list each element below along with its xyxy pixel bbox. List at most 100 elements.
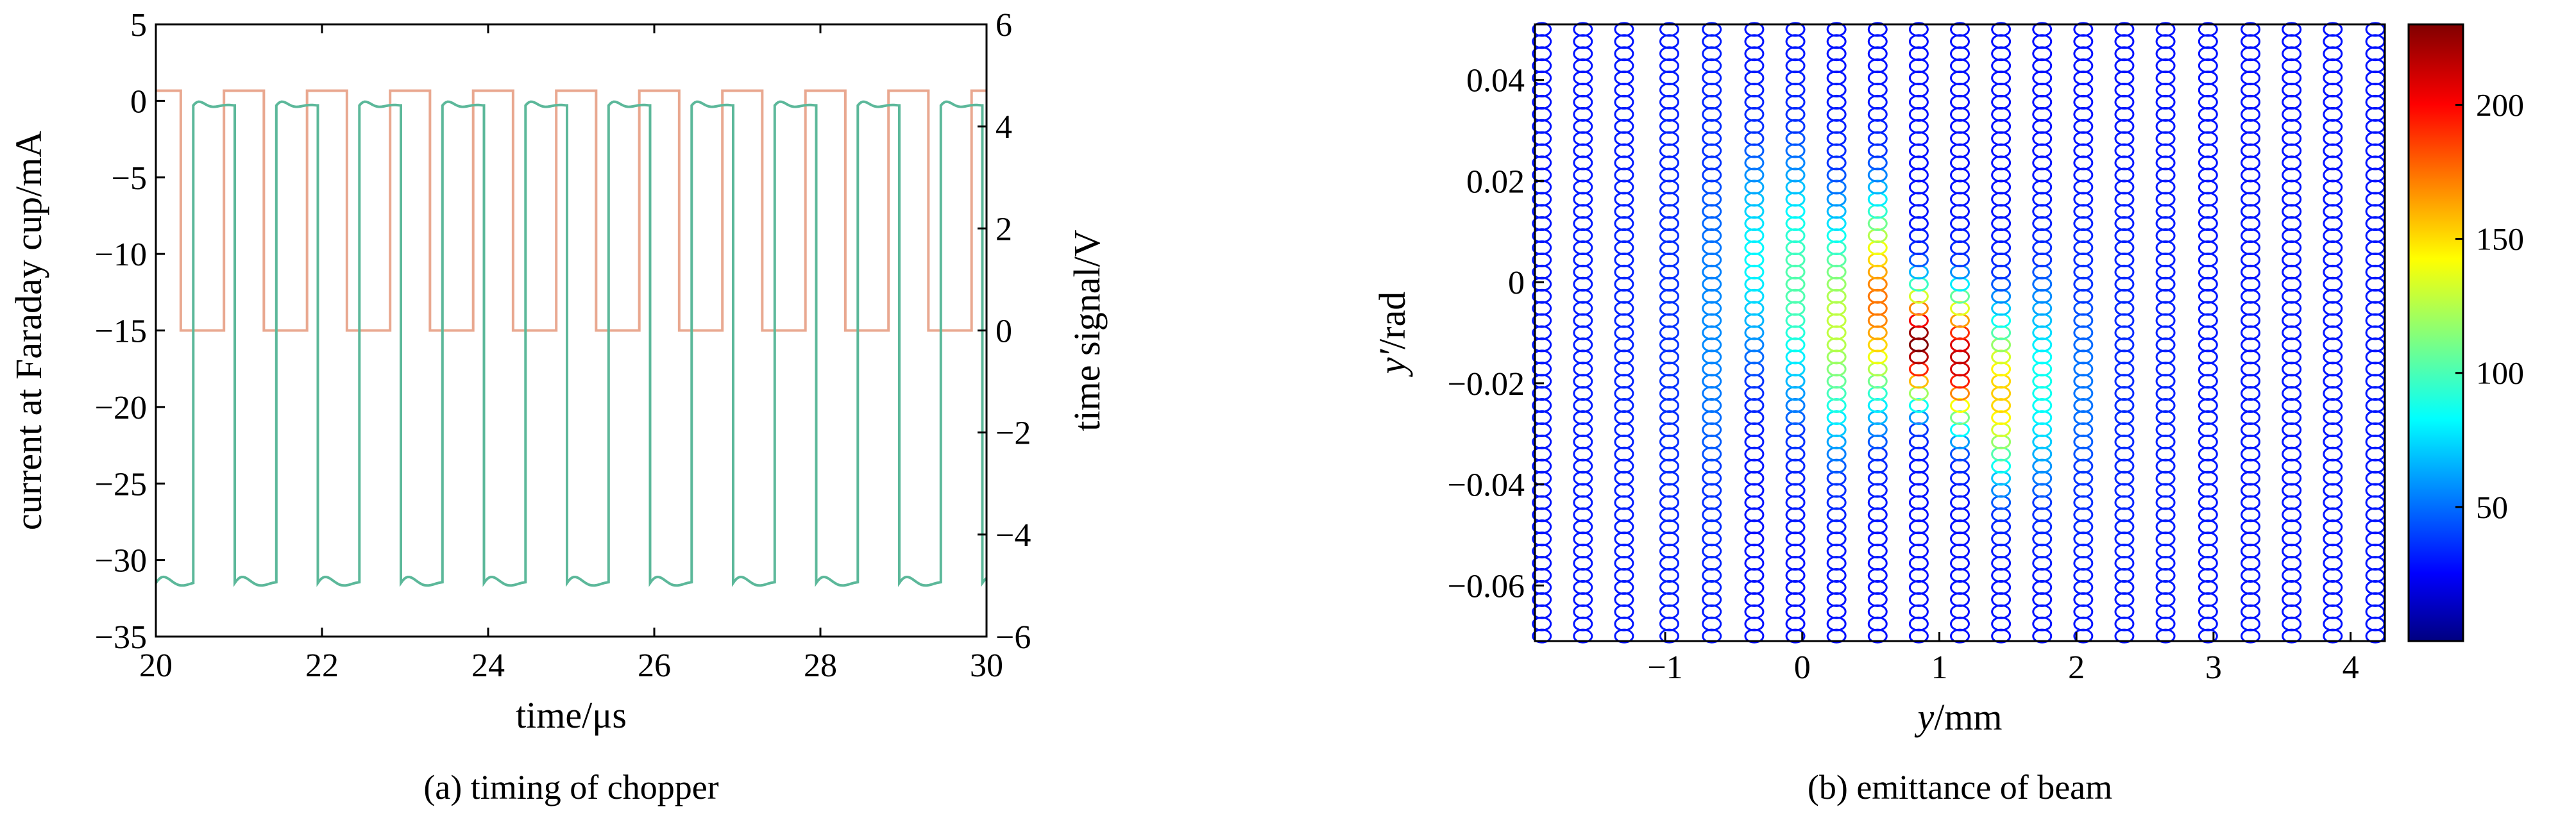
emittance-marker — [2365, 410, 2385, 425]
emittance-marker — [2073, 240, 2094, 256]
emittance-marker — [2155, 567, 2176, 583]
emittance-marker — [2073, 179, 2094, 195]
emittance-marker — [1659, 483, 1679, 498]
emittance-marker — [1702, 410, 1722, 425]
emittance-marker — [1573, 71, 1593, 86]
emittance-marker — [2282, 446, 2302, 462]
emittance-marker — [2198, 544, 2218, 559]
marker-column — [2155, 22, 2176, 644]
emittance-marker — [2365, 422, 2385, 437]
emittance-marker — [1867, 119, 1888, 134]
emittance-marker — [1614, 495, 1634, 510]
emittance-marker — [2114, 507, 2135, 522]
emittance-marker — [1908, 544, 1929, 559]
emittance-marker — [2032, 337, 2053, 353]
emittance-marker — [2241, 216, 2261, 231]
emittance-marker — [1950, 567, 1970, 583]
colorbar-tick-label: 100 — [2476, 355, 2524, 391]
emittance-marker — [2073, 216, 2094, 231]
emittance-marker — [1573, 204, 1593, 219]
emittance-marker — [1867, 580, 1888, 595]
emittance-marker — [2155, 325, 2176, 340]
emittance-marker — [1744, 458, 1765, 474]
emittance-marker — [2155, 167, 2176, 183]
emittance-marker — [1614, 507, 1634, 522]
emittance-marker — [2155, 119, 2176, 134]
emittance-marker — [1785, 349, 1806, 365]
emittance-marker — [1702, 240, 1722, 256]
emittance-marker — [2073, 143, 2094, 158]
emittance-marker — [1659, 216, 1679, 231]
emittance-marker — [1826, 410, 1847, 425]
emittance-marker — [1614, 179, 1634, 195]
emittance-marker — [2032, 410, 2053, 425]
emittance-marker — [1908, 167, 1929, 183]
emittance-marker — [1744, 288, 1765, 304]
emittance-marker — [2114, 616, 2135, 631]
emittance-marker — [1614, 434, 1634, 449]
emittance-marker — [1826, 544, 1847, 559]
emittance-marker — [1659, 119, 1679, 134]
y-axis-label-b-unit: /rad — [1371, 292, 1413, 349]
emittance-marker — [2241, 446, 2261, 462]
emittance-marker — [1702, 471, 1722, 486]
emittance-marker — [1908, 374, 1929, 389]
emittance-marker — [1614, 616, 1634, 631]
emittance-marker — [2032, 398, 2053, 413]
emittance-marker — [1785, 131, 1806, 146]
marker-column — [1573, 22, 1593, 644]
emittance-marker — [2198, 192, 2218, 207]
emittance-marker — [2241, 131, 2261, 146]
emittance-marker — [2073, 362, 2094, 377]
emittance-marker — [1614, 192, 1634, 207]
emittance-marker — [1573, 567, 1593, 583]
emittance-marker — [2032, 204, 2053, 219]
emittance-marker — [2323, 616, 2343, 631]
emittance-marker — [1573, 192, 1593, 207]
emittance-marker — [1826, 216, 1847, 231]
emittance-marker — [1991, 349, 2012, 365]
emittance-marker — [2365, 34, 2385, 49]
emittance-marker — [2241, 471, 2261, 486]
emittance-marker — [2365, 616, 2385, 631]
emittance-marker — [2282, 155, 2302, 171]
emittance-marker — [1659, 567, 1679, 583]
emittance-marker — [2198, 94, 2218, 110]
emittance-marker — [2323, 228, 2343, 244]
emittance-marker — [2282, 556, 2302, 571]
emittance-marker — [1573, 458, 1593, 474]
emittance-marker — [1867, 46, 1888, 62]
emittance-marker — [2241, 592, 2261, 607]
emittance-marker — [2032, 155, 2053, 171]
emittance-marker — [1614, 471, 1634, 486]
emittance-marker — [1702, 179, 1722, 195]
emittance-marker — [2323, 264, 2343, 280]
emittance-marker — [1867, 143, 1888, 158]
emittance-marker — [1702, 313, 1722, 328]
emittance-marker — [2114, 46, 2135, 62]
emittance-marker — [2198, 204, 2218, 219]
emittance-marker — [1991, 288, 2012, 304]
emittance-marker — [2073, 458, 2094, 474]
emittance-marker — [2114, 531, 2135, 547]
emittance-marker — [1867, 264, 1888, 280]
emittance-marker — [2241, 483, 2261, 498]
emittance-marker — [1659, 592, 1679, 607]
emittance-marker — [1744, 204, 1765, 219]
emittance-marker — [2155, 240, 2176, 256]
emittance-marker — [2365, 192, 2385, 207]
emittance-marker — [1744, 337, 1765, 353]
emittance-marker — [2032, 604, 2053, 619]
y-tick-label-a: 5 — [130, 7, 147, 44]
chart-emittance-of-beam: −1 0 1 2 3 40.040.020−0.02−0.04−0.06 y/mm y′/… — [1371, 22, 2524, 806]
emittance-marker — [2365, 131, 2385, 146]
emittance-marker — [2198, 349, 2218, 365]
emittance-marker — [1614, 94, 1634, 110]
emittance-marker — [1991, 58, 2012, 74]
emittance-marker — [2282, 471, 2302, 486]
y2-tick-label-a: −4 — [996, 517, 1031, 554]
emittance-marker — [1659, 58, 1679, 74]
emittance-marker — [1867, 434, 1888, 449]
emittance-marker — [1826, 471, 1847, 486]
emittance-marker — [1785, 46, 1806, 62]
